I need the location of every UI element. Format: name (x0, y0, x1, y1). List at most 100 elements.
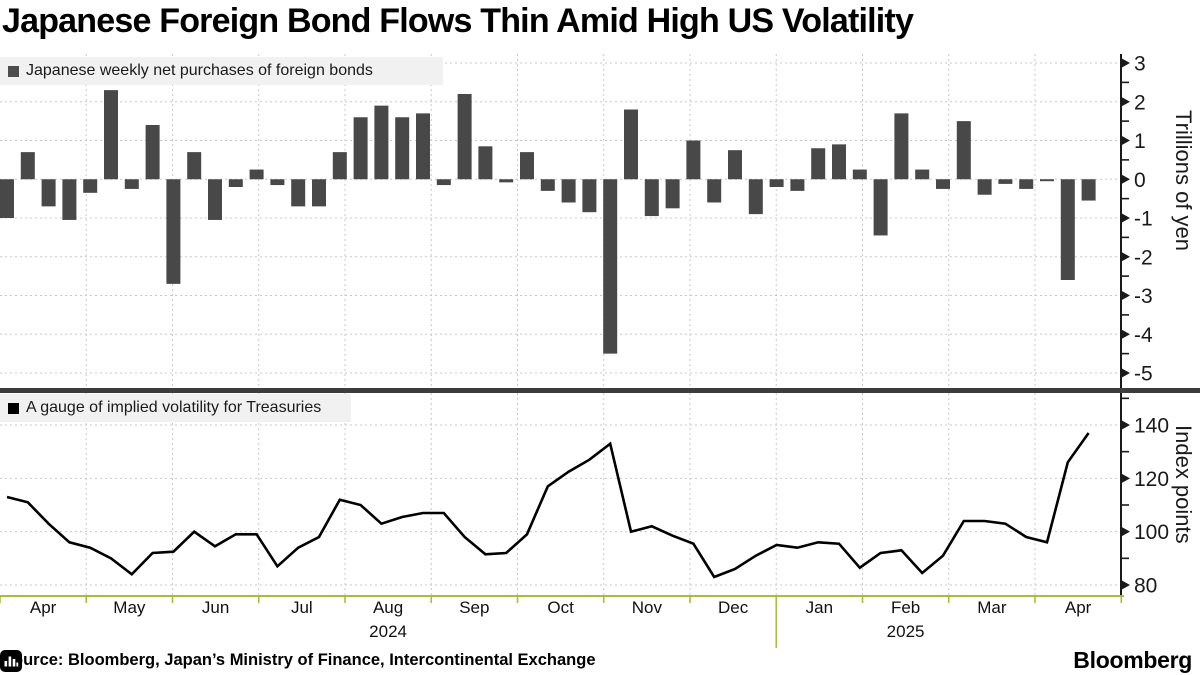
year-labels: 2024 2025 (0, 622, 1200, 644)
bar-week-13 (249, 169, 264, 180)
bar-week-43 (873, 179, 888, 236)
bar-week-21 (416, 113, 430, 180)
bar-week-35 (707, 179, 722, 203)
legend-foreign-bonds: Japanese weekly net purchases of foreign… (0, 57, 443, 85)
y-tick-label: 80 (1134, 575, 1157, 598)
bar-week-24 (478, 146, 493, 180)
bar-week-48 (977, 179, 992, 195)
bar-week-34 (686, 140, 701, 180)
legend-label-bars: Japanese weekly net purchases of foreign… (26, 62, 373, 79)
bar-week-38 (769, 179, 784, 187)
bar-week-41 (832, 144, 846, 180)
bar-week-49 (998, 179, 1013, 184)
year-label-2025: 2025 (886, 622, 925, 641)
bar-week-36 (728, 150, 742, 180)
y-tick-label: -1 (1134, 208, 1153, 231)
year-label-2024: 2024 (369, 622, 407, 641)
bar-week-50 (1019, 179, 1034, 189)
bar-week-40 (811, 148, 826, 180)
bar-week-2 (20, 152, 35, 180)
bar-week-37 (748, 179, 763, 215)
bar-week-30 (603, 179, 618, 354)
bar-week-45 (915, 169, 930, 180)
month-label-apr-12: Apr (1064, 598, 1092, 617)
y-tick-label: 3 (1134, 53, 1146, 76)
bar-week-39 (790, 179, 805, 191)
month-label-apr-0: Apr (29, 598, 57, 617)
bar-week-8 (145, 125, 160, 180)
bar-week-46 (936, 179, 950, 189)
bar-week-42 (852, 169, 867, 180)
bar-week-44 (894, 113, 909, 180)
y-tick-label: -5 (1134, 363, 1153, 386)
bar-week-31 (624, 109, 638, 180)
bar-week-22 (436, 179, 451, 186)
y-axis-title-bottom: Index points (1171, 425, 1196, 544)
x-axis-svg (0, 595, 1124, 648)
bar-week-23 (457, 94, 472, 180)
bar-week-51 (1040, 179, 1054, 182)
month-label-aug-4: Aug (372, 598, 404, 617)
bar-week-4 (62, 179, 77, 220)
bloomberg-wordmark: Bloomberg (1073, 647, 1192, 673)
y-tick-label: 2 (1134, 91, 1146, 114)
bar-week-5 (83, 179, 98, 193)
month-label-jul-3: Jul (290, 598, 313, 617)
bar-week-32 (644, 179, 659, 217)
bar-week-16 (312, 179, 326, 207)
y-tick-label: 0 (1134, 169, 1146, 192)
bar-week-9 (166, 179, 181, 284)
bloomberg-logo: Bloomberg (0, 647, 1200, 674)
month-label-sep-5: Sep (459, 598, 490, 617)
month-label-dec-8: Dec (717, 598, 749, 617)
bar-week-26 (520, 152, 534, 180)
legend-label-line: A gauge of implied volatility for Treasu… (26, 399, 322, 416)
bar-week-27 (540, 179, 555, 191)
month-label-feb-10: Feb (890, 598, 921, 617)
month-label-jan-9: Jan (805, 598, 834, 617)
month-label-oct-6: Oct (547, 598, 574, 617)
bar-week-47 (956, 121, 971, 180)
month-label-may-1: May (113, 598, 146, 617)
month-label-nov-7: Nov (631, 598, 662, 617)
bar-week-3 (41, 179, 56, 207)
bar-week-29 (582, 179, 597, 213)
volatility-line (6, 432, 1090, 579)
y-tick-label: -4 (1134, 324, 1153, 347)
bar-week-12 (228, 179, 243, 187)
legend-volatility-gauge: A gauge of implied volatility for Treasu… (0, 394, 352, 422)
legend-swatch-line (8, 402, 19, 414)
bar-week-1 (0, 179, 14, 218)
bar-week-20 (395, 117, 410, 180)
month-label-jun-2: Jun (201, 598, 230, 617)
y-tick-label: -2 (1134, 246, 1153, 269)
y-tick-label: 120 (1134, 468, 1169, 491)
month-label-mar-11: Mar (977, 598, 1007, 617)
legend-swatch-bars (8, 65, 19, 77)
bar-week-28 (561, 179, 576, 203)
bar-week-33 (665, 179, 680, 209)
bar-week-17 (332, 152, 347, 180)
bar-chart-svg: 3 2 1 0 -1 -2 -3 -4 -5 (0, 53, 1153, 388)
line-chart-svg: 140 120 100 80 (0, 393, 1169, 598)
bar-week-19 (374, 105, 389, 180)
footer: Source: Bloomberg, Japan’s Ministry of F… (0, 646, 1200, 675)
page-title: Japanese Foreign Bond Flows Thin Amid Hi… (2, 2, 914, 40)
bar-week-14 (270, 179, 285, 186)
bar-week-25 (499, 179, 514, 183)
y-tick-label: -3 (1134, 285, 1153, 308)
bar-week-52 (1060, 179, 1075, 280)
bar-week-15 (291, 179, 306, 207)
bar-week-6 (104, 90, 118, 180)
month-labels: Apr May Jun Jul Aug Sep Oct Nov Dec Jan Feb Mar Apr (0, 598, 1200, 620)
panel-divider (0, 388, 1200, 393)
y-tick-label: 1 (1134, 130, 1146, 153)
y-tick-label: 140 (1134, 415, 1169, 438)
y-tick-label: 100 (1134, 521, 1169, 544)
bar-week-10 (187, 152, 202, 180)
bar-week-18 (353, 117, 368, 180)
bar-week-53 (1081, 179, 1096, 201)
bar-week-11 (208, 179, 222, 220)
y-axis-title-top: Trillions of yen (1171, 110, 1196, 252)
